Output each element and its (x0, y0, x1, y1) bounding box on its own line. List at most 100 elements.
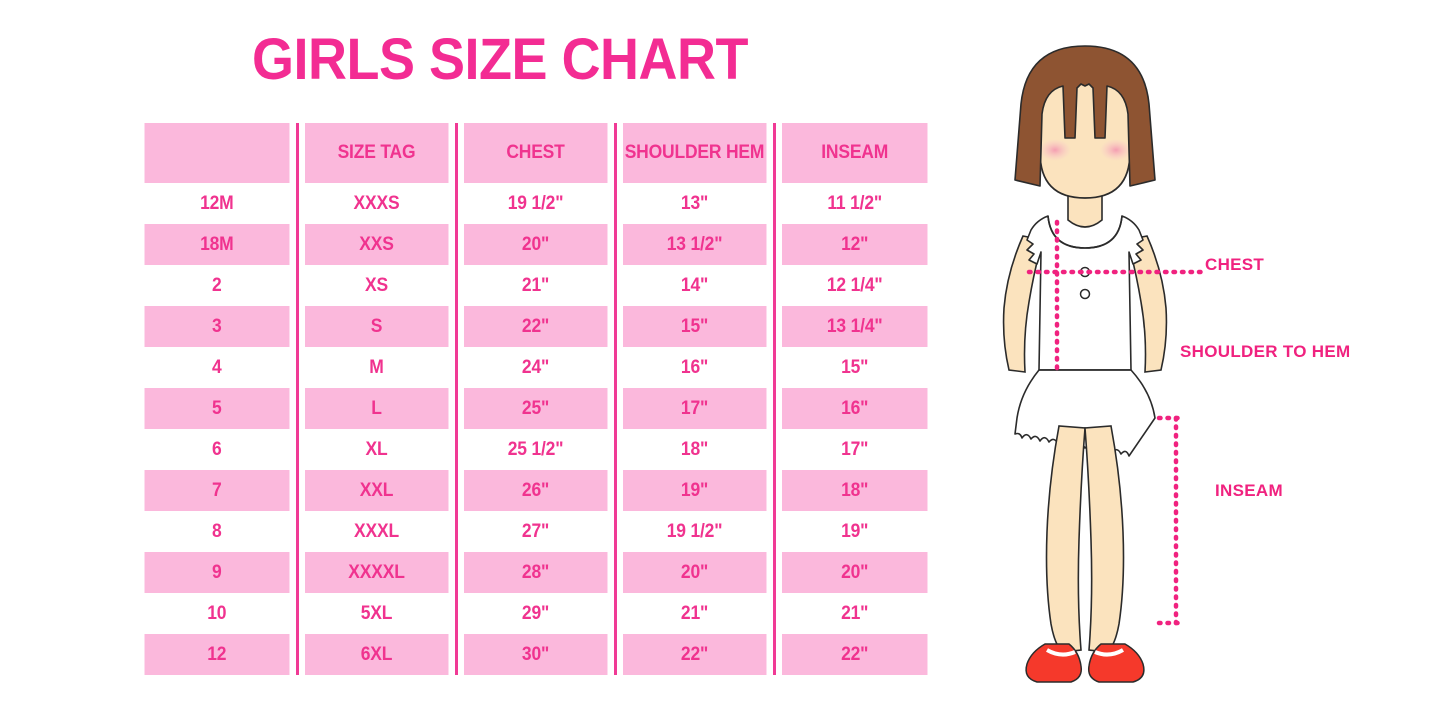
table-row: 5 L 25" 17" 16" (138, 388, 934, 429)
cell-size-tag: XL (301, 429, 450, 470)
table-row: 6 XL 25 1/2" 18" 17" (138, 429, 934, 470)
cell-size: 12M (144, 183, 291, 224)
button-lower-icon (1079, 288, 1091, 300)
cell-shoulder-hem: 20" (619, 552, 768, 593)
arm-left-shape (1002, 235, 1045, 373)
column-header-shoulder-hem: SHOULDER HEM (619, 123, 768, 183)
shoe-left-strap (1046, 648, 1076, 657)
cell-size: 3 (144, 306, 291, 347)
cell-size: 2 (144, 265, 291, 306)
cheek-right-icon (1100, 139, 1132, 161)
cell-size-tag: XXXL (301, 511, 450, 552)
label-inseam: INSEAM (1215, 481, 1283, 500)
cell-shoulder-hem: 13 1/2" (619, 224, 768, 265)
cell-size-tag: S (301, 306, 450, 347)
cell-size-tag: XXXXL (301, 552, 450, 593)
cell-shoulder-hem: 19 1/2" (619, 511, 768, 552)
cell-size: 5 (144, 388, 291, 429)
label-shoulder-to-hem: SHOULDER TO HEM (1180, 342, 1351, 361)
table-row: 7 XXL 26" 19" 18" (138, 470, 934, 511)
cell-chest: 30" (460, 634, 609, 675)
column-header-inseam: INSEAM (779, 123, 928, 183)
cell-inseam: 16" (779, 388, 928, 429)
cell-chest: 22" (460, 306, 609, 347)
page-title: GIRLS SIZE CHART (251, 27, 749, 92)
cell-chest: 20" (460, 224, 609, 265)
cell-shoulder-hem: 22" (619, 634, 768, 675)
cell-size-tag: L (301, 388, 450, 429)
cell-chest: 28" (460, 552, 609, 593)
cell-inseam: 20" (779, 552, 928, 593)
cell-inseam: 12" (779, 224, 928, 265)
cell-chest: 19 1/2" (460, 183, 609, 224)
table-body: 12M XXXS 19 1/2" 13" 11 1/2" 18M XXS 20"… (138, 183, 934, 675)
cell-size: 6 (144, 429, 291, 470)
cell-inseam: 11 1/2" (779, 183, 928, 224)
cell-size: 8 (144, 511, 291, 552)
shoe-right-shape (1087, 643, 1145, 683)
skirt-shape (1014, 369, 1156, 457)
hair-shape (1014, 45, 1156, 187)
size-chart-table-wrapper: SIZE TAG CHEST SHOULDER HEM INSEAM 12M X… (138, 123, 934, 675)
cell-size-tag: XXXS (301, 183, 450, 224)
girl-illustration (985, 40, 1245, 685)
table-row: 4 M 24" 16" 15" (138, 347, 934, 388)
cell-size: 10 (144, 593, 291, 634)
table-row: 3 S 22" 15" 13 1/4" (138, 306, 934, 347)
column-header-size (144, 123, 291, 183)
cell-inseam: 21" (779, 593, 928, 634)
cell-shoulder-hem: 14" (619, 265, 768, 306)
shoe-left-shape (1025, 643, 1083, 683)
cell-shoulder-hem: 17" (619, 388, 768, 429)
cell-shoulder-hem: 16" (619, 347, 768, 388)
cell-chest: 24" (460, 347, 609, 388)
cell-chest: 27" (460, 511, 609, 552)
cell-size: 12 (144, 634, 291, 675)
cell-size-tag: 5XL (301, 593, 450, 634)
table-header: SIZE TAG CHEST SHOULDER HEM INSEAM (138, 123, 934, 183)
label-chest: CHEST (1205, 255, 1265, 274)
cell-inseam: 17" (779, 429, 928, 470)
leg-right-shape (1084, 425, 1125, 653)
cell-size-tag: 6XL (301, 634, 450, 675)
table-row: 9 XXXXL 28" 20" 20" (138, 552, 934, 593)
cell-chest: 21" (460, 265, 609, 306)
cell-size-tag: XXL (301, 470, 450, 511)
cell-chest: 25 1/2" (460, 429, 609, 470)
table-row: 10 5XL 29" 21" 21" (138, 593, 934, 634)
cell-size: 9 (144, 552, 291, 593)
cell-chest: 26" (460, 470, 609, 511)
cell-shoulder-hem: 19" (619, 470, 768, 511)
table-row: 12M XXXS 19 1/2" 13" 11 1/2" (138, 183, 934, 224)
table-row: 8 XXXL 27" 19 1/2" 19" (138, 511, 934, 552)
cell-size: 4 (144, 347, 291, 388)
cell-inseam: 13 1/4" (779, 306, 928, 347)
cell-inseam: 12 1/4" (779, 265, 928, 306)
cell-chest: 29" (460, 593, 609, 634)
cell-inseam: 19" (779, 511, 928, 552)
cell-chest: 25" (460, 388, 609, 429)
table-row: 12 6XL 30" 22" 22" (138, 634, 934, 675)
cell-size: 7 (144, 470, 291, 511)
table-row: 18M XXS 20" 13 1/2" 12" (138, 224, 934, 265)
cell-size-tag: XXS (301, 224, 450, 265)
cell-inseam: 22" (779, 634, 928, 675)
cell-size: 18M (144, 224, 291, 265)
cell-size-tag: M (301, 347, 450, 388)
table-row: 2 XS 21" 14" 12 1/4" (138, 265, 934, 306)
column-header-chest: CHEST (460, 123, 609, 183)
table-header-row: SIZE TAG CHEST SHOULDER HEM INSEAM (138, 123, 934, 183)
tank-neckline (1047, 215, 1123, 249)
cell-shoulder-hem: 13" (619, 183, 768, 224)
cell-shoulder-hem: 18" (619, 429, 768, 470)
size-chart-table: SIZE TAG CHEST SHOULDER HEM INSEAM 12M X… (138, 123, 934, 675)
cell-inseam: 15" (779, 347, 928, 388)
cell-inseam: 18" (779, 470, 928, 511)
cheek-left-icon (1039, 139, 1071, 161)
cell-shoulder-hem: 15" (619, 306, 768, 347)
cell-shoulder-hem: 21" (619, 593, 768, 634)
column-header-size-tag: SIZE TAG (301, 123, 450, 183)
leg-left-shape (1045, 425, 1086, 653)
shoe-right-strap (1094, 648, 1124, 657)
cell-size-tag: XS (301, 265, 450, 306)
